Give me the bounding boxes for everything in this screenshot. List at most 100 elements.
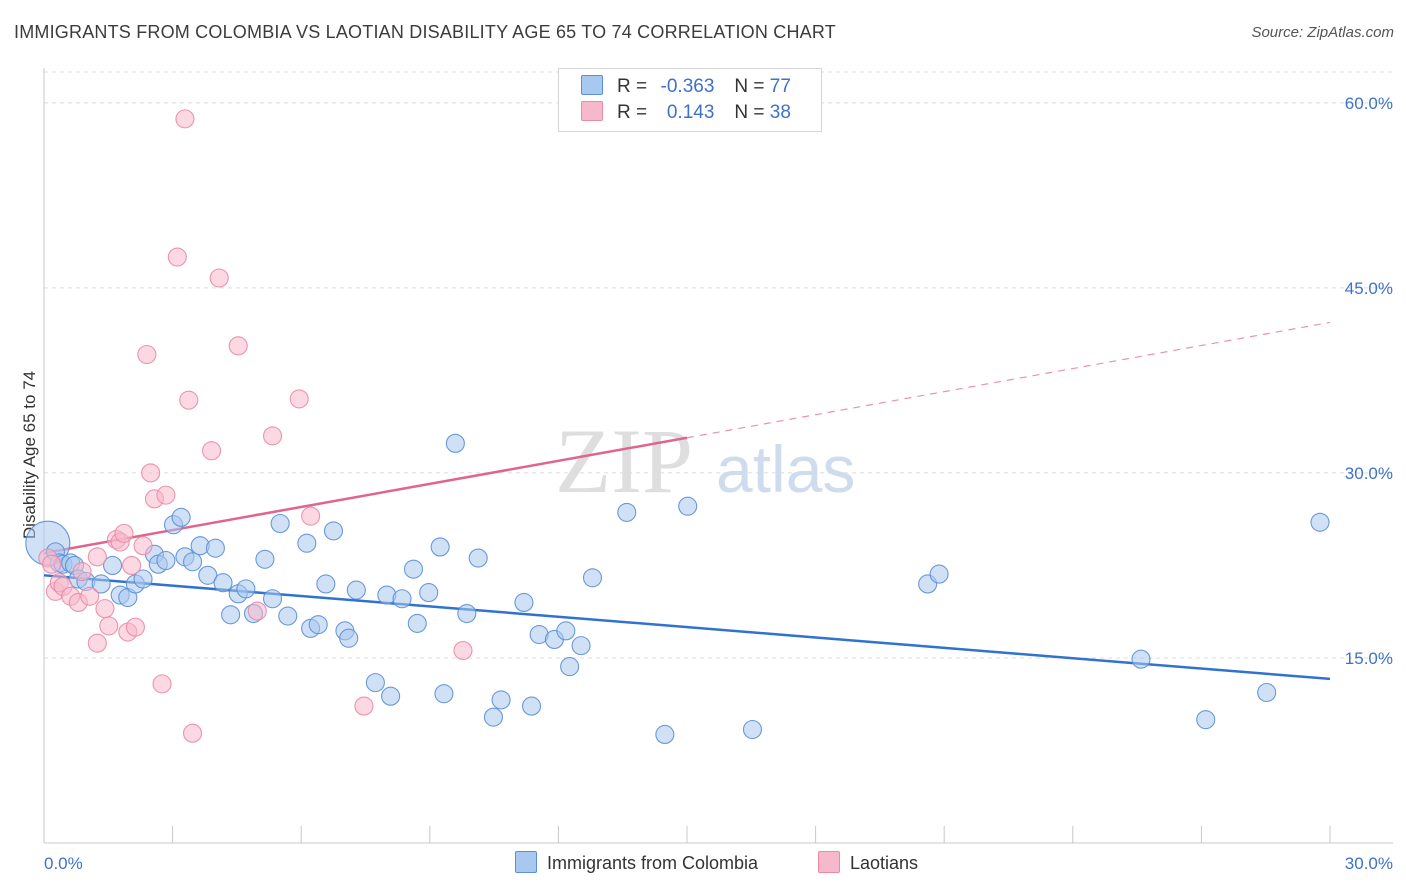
point-colombia bbox=[270, 513, 290, 534]
point-laotians bbox=[122, 555, 142, 575]
point-colombia bbox=[171, 507, 191, 527]
point-colombia bbox=[278, 606, 298, 626]
legend-r-value: 0.143 bbox=[666, 102, 715, 123]
point-colombia bbox=[483, 707, 504, 727]
point-colombia bbox=[655, 724, 675, 744]
y-tick-label: 15.0% bbox=[1345, 649, 1393, 668]
watermark-zip: ZIP bbox=[555, 410, 693, 512]
point-colombia bbox=[514, 592, 534, 612]
point-laotians bbox=[80, 586, 100, 606]
point-laotians bbox=[72, 562, 92, 582]
y-tick-label: 45.0% bbox=[1345, 279, 1393, 298]
chart-source: Source: ZipAtlas.com bbox=[1251, 24, 1394, 41]
point-laotians bbox=[202, 441, 222, 461]
point-colombia bbox=[103, 555, 123, 575]
point-colombia bbox=[678, 496, 698, 516]
point-colombia bbox=[434, 684, 454, 704]
point-laotians bbox=[99, 616, 119, 636]
legend-swatch-blue bbox=[581, 75, 603, 95]
point-laotians bbox=[125, 617, 145, 637]
point-colombia bbox=[571, 636, 591, 656]
point-colombia bbox=[407, 613, 427, 633]
point-colombia bbox=[198, 565, 218, 585]
point-colombia bbox=[262, 589, 283, 609]
point-laotians bbox=[354, 696, 374, 716]
point-colombia bbox=[445, 433, 465, 453]
point-colombia bbox=[133, 569, 153, 589]
point-colombia bbox=[221, 605, 241, 625]
legend-row-colombia: R = -0.363 N = 77 bbox=[581, 75, 791, 99]
point-colombia bbox=[430, 537, 450, 557]
data-points bbox=[25, 109, 1330, 744]
point-colombia bbox=[617, 502, 637, 522]
point-colombia bbox=[1257, 682, 1277, 703]
point-laotians bbox=[453, 641, 473, 661]
trend-line-laotians bbox=[43, 436, 688, 555]
point-laotians bbox=[141, 463, 161, 483]
point-laotians bbox=[228, 336, 248, 356]
x-tick-label: 30.0% bbox=[1345, 854, 1393, 873]
legend-swatch-pink bbox=[818, 851, 840, 873]
point-laotians bbox=[175, 109, 195, 129]
point-colombia bbox=[419, 583, 439, 603]
legend-n-value: 38 bbox=[769, 102, 791, 123]
point-colombia bbox=[91, 574, 111, 594]
point-laotians bbox=[182, 723, 203, 743]
point-colombia bbox=[560, 657, 580, 677]
point-laotians bbox=[114, 523, 134, 543]
point-laotians bbox=[152, 674, 172, 694]
point-colombia bbox=[403, 559, 424, 579]
stats-legend: R = -0.363 N = 77 R = 0.143 N = 38 bbox=[558, 68, 822, 132]
point-laotians bbox=[167, 247, 187, 267]
point-laotians bbox=[289, 389, 309, 409]
tick-labels: 15.0% 30.0% 45.0% 60.0% 0.0% 30.0% bbox=[44, 94, 1393, 873]
point-colombia bbox=[457, 604, 477, 624]
axes bbox=[43, 68, 1393, 844]
point-colombia bbox=[365, 673, 385, 693]
legend-r-value: -0.363 bbox=[660, 76, 715, 97]
point-colombia bbox=[213, 573, 233, 593]
legend-n-value: 77 bbox=[769, 76, 791, 97]
point-colombia bbox=[491, 690, 511, 710]
point-colombia bbox=[1131, 649, 1151, 669]
point-colombia bbox=[556, 621, 576, 641]
point-laotians bbox=[87, 633, 107, 653]
point-laotians bbox=[179, 390, 199, 410]
point-colombia bbox=[205, 538, 225, 558]
point-laotians bbox=[42, 554, 62, 574]
point-colombia bbox=[1310, 512, 1330, 532]
watermark: ZIP atlas bbox=[555, 410, 855, 512]
watermark-atlas: atlas bbox=[716, 432, 855, 506]
x-tick-label: 0.0% bbox=[44, 854, 83, 873]
point-laotians bbox=[301, 506, 321, 526]
trend-line-laotians-extension bbox=[686, 321, 1331, 439]
legend-item-colombia[interactable]: Immigrants from Colombia bbox=[515, 851, 758, 874]
trend-lines bbox=[43, 321, 1331, 681]
point-colombia bbox=[392, 589, 412, 609]
point-colombia bbox=[381, 686, 401, 706]
point-colombia bbox=[156, 550, 176, 571]
y-tick-label: 60.0% bbox=[1345, 94, 1393, 113]
point-laotians bbox=[137, 344, 157, 365]
legend-row-laotians: R = 0.143 N = 38 bbox=[581, 101, 791, 125]
point-colombia bbox=[468, 548, 488, 568]
point-colombia bbox=[255, 549, 275, 569]
legend-item-laotians[interactable]: Laotians bbox=[818, 851, 918, 874]
point-colombia bbox=[236, 579, 256, 599]
point-colombia bbox=[323, 521, 344, 541]
gridlines bbox=[44, 71, 1393, 659]
legend-swatch-blue bbox=[515, 851, 537, 873]
point-colombia bbox=[582, 568, 603, 588]
series-legend: Immigrants from Colombia Laotians bbox=[0, 851, 1406, 879]
point-laotians bbox=[133, 536, 153, 556]
trend-line-colombia bbox=[43, 574, 1331, 681]
point-colombia bbox=[182, 552, 203, 572]
point-laotians bbox=[156, 485, 176, 505]
point-laotians bbox=[247, 601, 267, 621]
point-laotians bbox=[262, 426, 283, 446]
point-colombia bbox=[929, 564, 949, 584]
point-laotians bbox=[95, 599, 115, 619]
legend-swatch-pink bbox=[581, 101, 603, 121]
point-colombia bbox=[521, 696, 542, 716]
chart-title: IMMIGRANTS FROM COLOMBIA VS LAOTIAN DISA… bbox=[14, 22, 836, 42]
